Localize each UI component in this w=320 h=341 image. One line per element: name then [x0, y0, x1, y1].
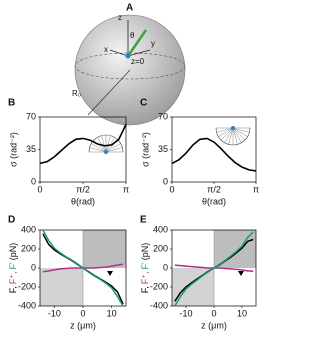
x-tick-label: -10	[48, 308, 61, 318]
y-tick-label: 400	[153, 224, 168, 234]
y-tick-label: 0	[31, 262, 36, 272]
inset-line	[224, 127, 234, 143]
inset-line	[232, 127, 238, 145]
x-tick-label: π/2	[207, 184, 221, 194]
panel-label: E	[140, 215, 147, 226]
plot-frame	[171, 229, 257, 307]
marker	[238, 271, 244, 276]
inset-line	[232, 127, 248, 137]
y-tick-label: 70	[26, 111, 36, 121]
x-tick-label: -10	[179, 308, 192, 318]
legend-entry: F'	[140, 262, 150, 269]
shade	[83, 230, 126, 268]
panel-label: B	[8, 98, 15, 109]
legend-entry: F'	[8, 262, 18, 269]
figure: A z θ y x z=0 R₀ B 0 35 70 0 π/2 π θ(rad) σ (rad…	[8, 3, 259, 331]
label-z: z	[118, 13, 122, 22]
y-tick-label: 200	[153, 243, 168, 253]
x-tick-label: π	[123, 184, 129, 194]
inset	[88, 134, 124, 154]
x-axis-label: θ(rad)	[71, 196, 95, 206]
y-tick-label: 0	[163, 176, 168, 186]
curve	[171, 137, 257, 172]
panel-label: D	[8, 215, 15, 226]
inset-line	[232, 127, 242, 143]
orientation-arrow	[126, 29, 148, 57]
inset-dot	[104, 150, 108, 154]
legend-entry: F,	[8, 286, 18, 293]
y-axis	[127, 49, 151, 57]
x-axis-label: z (μm)	[201, 320, 227, 330]
shade	[40, 268, 83, 306]
inset	[215, 126, 251, 146]
label-r0: R₀	[72, 89, 81, 98]
inset-dot	[231, 126, 235, 130]
inset-line	[105, 143, 121, 153]
y-tick-label: 35	[26, 144, 36, 154]
y-tick-label: 0	[31, 176, 36, 186]
y-tick-label: 400	[21, 224, 36, 234]
inset-line	[218, 127, 234, 137]
radius-line	[87, 69, 131, 116]
x-tick-label: 0	[37, 184, 42, 194]
x-tick-label: π/2	[76, 184, 90, 194]
y-tick-label: -200	[150, 281, 168, 291]
y-tick-label: -400	[150, 300, 168, 310]
x-axis-label: θ(rad)	[202, 196, 226, 206]
inset-line	[228, 127, 234, 145]
panel-a: A z θ y x z=0 R₀	[72, 3, 186, 126]
label-x: x	[104, 45, 108, 54]
y-tick-label: 200	[21, 243, 36, 253]
y-axis-label: σ (rad⁻²)	[8, 132, 18, 167]
inset-line	[105, 135, 111, 153]
curve	[39, 124, 127, 165]
inset-line	[89, 147, 107, 153]
y-axis-label: F, F⁺, F'(pN)	[8, 243, 18, 293]
plot-frame	[171, 116, 257, 183]
inset-line	[91, 143, 107, 153]
x-axis-label: z (μm)	[70, 320, 96, 330]
inset-line	[232, 127, 250, 133]
inset-line	[220, 127, 234, 141]
panel-label: C	[140, 98, 147, 109]
legend-entry: F,	[140, 286, 150, 293]
curve	[42, 229, 124, 307]
inset-arc	[215, 127, 251, 146]
y-axis-unit: (pN)	[8, 243, 18, 261]
x-tick-label: 10	[237, 308, 247, 318]
x-tick-label: 0	[169, 184, 174, 194]
y-tick-label: 70	[158, 111, 168, 121]
plot-frame	[39, 116, 127, 183]
plot-frame	[39, 229, 127, 307]
x-tick-label: 0	[211, 308, 216, 318]
panel-label: A	[126, 3, 133, 14]
inset-line	[232, 127, 246, 141]
particle	[125, 53, 131, 59]
y-tick-label: 0	[163, 262, 168, 272]
y-tick-label: -400	[18, 300, 36, 310]
x-tick-label: 0	[80, 308, 85, 318]
label-theta: θ	[130, 31, 135, 40]
inset-line	[93, 139, 107, 153]
y-tick-label: 35	[158, 144, 168, 154]
curve	[174, 231, 254, 307]
label-y: y	[151, 39, 155, 48]
legend-entry: F⁺,	[8, 271, 18, 284]
inset-line	[216, 127, 234, 133]
x-tick-label: π	[253, 184, 259, 194]
inset-arc	[88, 134, 124, 153]
legend-entry: F⁺,	[140, 271, 150, 284]
inset-line	[105, 147, 123, 153]
marker	[107, 271, 113, 276]
y-axis-label: σ (rad⁻²)	[140, 132, 150, 167]
label-z0: z=0	[131, 57, 145, 66]
y-tick-label: -200	[18, 281, 36, 291]
y-axis-unit: (pN)	[140, 243, 150, 261]
inset-line	[101, 135, 107, 153]
x-axis	[109, 49, 129, 57]
y-axis-label: F, F⁺, F'(pN)	[140, 243, 150, 293]
x-tick-label: 10	[107, 308, 117, 318]
